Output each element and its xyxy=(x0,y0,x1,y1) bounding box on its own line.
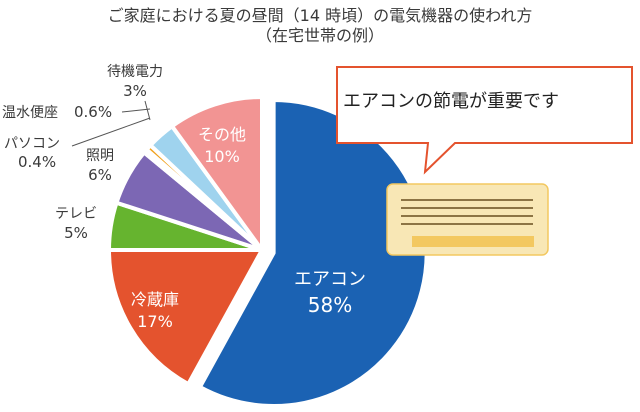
slice-label-name: 照明 xyxy=(86,148,114,164)
chart-title-line-2: （在宅世帯の例） xyxy=(255,26,384,45)
slice-label-value: 0.6% xyxy=(74,103,112,121)
slice-label-value: 3% xyxy=(123,82,147,100)
slice-label-name: 温水便座 xyxy=(2,105,58,121)
leader-line xyxy=(121,108,151,113)
slice-label-value: 5% xyxy=(64,224,88,242)
slice-label-value: 0.4% xyxy=(18,153,56,171)
slice-label-name: 冷蔵庫 xyxy=(131,290,179,309)
air-conditioner-icon xyxy=(386,183,549,256)
slice-label-name: テレビ xyxy=(55,206,97,222)
leader-line xyxy=(144,100,151,121)
pie-slice xyxy=(170,95,264,252)
leader-line xyxy=(71,117,151,147)
slice-label-value: 17% xyxy=(137,312,173,331)
slice-label-name: その他 xyxy=(198,125,246,144)
slice-label-value: 6% xyxy=(88,166,112,184)
slice-label: エアコン 58% xyxy=(294,269,366,317)
slice-label-name: パソコン xyxy=(4,136,60,152)
callout-bubble xyxy=(336,66,633,175)
slice-label: その他 10% xyxy=(198,125,246,166)
slice-label-value: 10% xyxy=(204,147,240,166)
pie-slice xyxy=(107,248,264,387)
slice-label: テレビ 5% xyxy=(55,206,97,242)
slice-label: 温水便座 0.6% xyxy=(2,103,112,121)
slice-label-name: エアコン xyxy=(294,269,366,290)
slice-label-value: 58% xyxy=(308,293,352,317)
slice-label: 待機電力 3% xyxy=(107,64,163,100)
slice-label-name: 待機電力 xyxy=(107,64,163,80)
slice-label: 照明 6% xyxy=(86,148,114,184)
callout-box xyxy=(336,66,633,175)
slice-label: 冷蔵庫 17% xyxy=(131,290,179,331)
chart-title-line-1: ご家庭における夏の昼間（14 時頃）の電気機器の使われ方 xyxy=(107,6,533,25)
callout-text: エアコンの節電が重要です xyxy=(343,91,559,112)
